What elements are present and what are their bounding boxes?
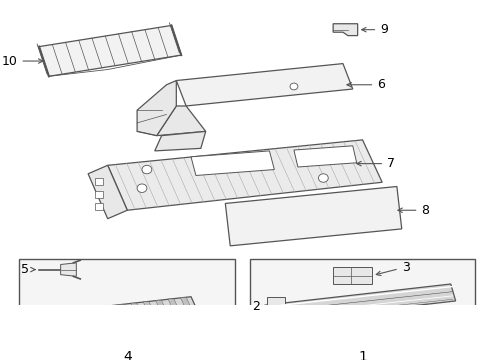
Text: 1: 1 [357,350,366,360]
Polygon shape [107,140,382,210]
Text: 7: 7 [356,157,394,170]
Bar [20,258,235,339]
Text: 10: 10 [1,54,43,68]
Text: 3: 3 [375,261,409,276]
Polygon shape [191,151,274,175]
Polygon shape [106,306,122,327]
Text: 9: 9 [361,23,387,36]
Polygon shape [264,284,455,322]
Polygon shape [68,310,84,331]
Polygon shape [143,302,159,323]
Bar [249,258,474,339]
Bar [267,297,285,315]
Polygon shape [156,106,205,136]
Circle shape [142,165,151,174]
Circle shape [289,83,297,90]
Polygon shape [130,303,146,324]
Polygon shape [180,298,196,319]
Text: 2: 2 [251,300,259,312]
Polygon shape [225,186,401,246]
Polygon shape [332,24,357,36]
Bar [332,267,371,284]
Polygon shape [118,305,134,326]
Polygon shape [56,311,72,333]
Polygon shape [61,263,76,276]
Text: 6: 6 [346,78,385,91]
Bar [95,203,102,210]
Polygon shape [168,299,183,320]
Polygon shape [43,313,60,334]
Polygon shape [176,64,352,106]
Polygon shape [93,307,109,328]
Bar [95,178,102,185]
Polygon shape [137,81,176,136]
Circle shape [137,184,146,193]
Polygon shape [39,26,181,76]
Polygon shape [88,165,127,219]
Bar [95,191,102,198]
Polygon shape [155,300,171,321]
Text: 4: 4 [122,350,131,360]
Circle shape [318,174,327,182]
Polygon shape [39,297,201,335]
Polygon shape [293,146,356,167]
Polygon shape [81,309,97,330]
Text: 5: 5 [21,263,29,276]
Polygon shape [154,131,205,151]
Text: 8: 8 [397,204,428,217]
